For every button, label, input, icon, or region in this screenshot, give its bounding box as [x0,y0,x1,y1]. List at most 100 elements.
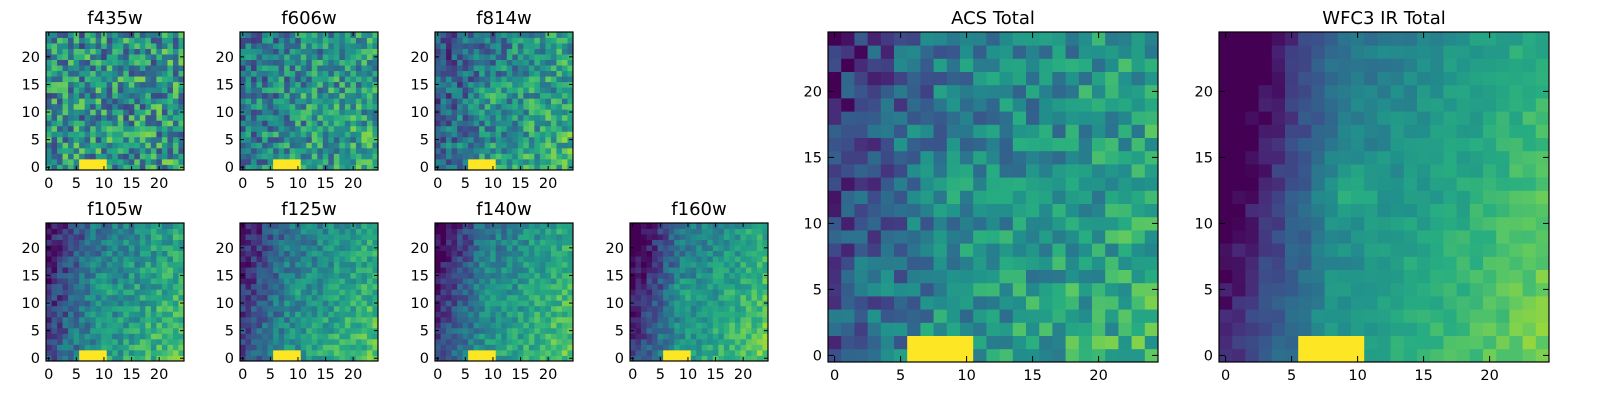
heatmap-cell [745,355,752,362]
heatmap-cell [652,316,658,323]
heatmap-cell [457,70,463,77]
heatmap-cell [366,103,373,110]
heatmap-cell [73,316,80,323]
heatmap-cell [495,164,502,171]
heatmap-cell [484,65,491,72]
heatmap-cell [561,349,568,356]
heatmap-cell [440,136,447,143]
heatmap-cell [1078,296,1093,310]
heatmap-cell [630,344,636,351]
heatmap-cell [73,267,80,274]
heatmap-cell [62,256,69,263]
heatmap-cell [73,70,80,77]
heatmap-cell [696,305,703,312]
heatmap-cell [317,147,324,154]
heatmap-cell [267,250,274,257]
heatmap-cell [701,327,708,334]
heatmap-cell [484,158,491,165]
heatmap-cell [79,164,86,171]
heatmap-cell [117,59,124,66]
heatmap-cell [267,136,274,143]
heatmap-cell [534,125,541,132]
heatmap-cell [539,283,546,290]
heatmap-cell [278,289,285,296]
heatmap-cell [729,267,736,274]
heatmap-cell [300,87,307,94]
heatmap-cell [523,92,530,99]
heatmap-cell [156,142,163,149]
heatmap-cell [267,349,274,356]
heatmap-cell [172,153,179,160]
heatmap-cell [1105,335,1119,350]
heatmap-cell [539,245,546,251]
heatmap-cell [344,256,351,263]
heatmap-cell [712,245,719,251]
heatmap-cell [167,70,174,77]
heatmap-cell [756,349,763,356]
heatmap-cell [306,109,313,116]
heatmap-cell [295,70,302,77]
heatmap-cell [946,203,961,218]
heatmap-cell [240,278,246,285]
heatmap-cell [920,243,934,257]
heatmap-cell [372,147,379,154]
heatmap-cell [550,147,557,154]
heatmap-cell [273,256,280,263]
heatmap-cell [355,322,362,329]
heatmap-cell [657,245,664,251]
heatmap-cell [999,216,1014,231]
heatmap-cell [528,245,535,251]
heatmap-cell [528,228,535,235]
heatmap-cell [556,109,563,116]
x-tick-label: 20 [539,367,557,383]
heatmap-cell [960,216,974,231]
heatmap-cell [128,142,135,149]
heatmap-cell [718,223,725,229]
heatmap-cell [262,234,268,240]
heatmap-cell [550,256,557,263]
heatmap-cell [539,109,546,116]
heatmap-cell [101,333,108,340]
heatmap-cell [756,239,763,246]
heatmap-cell [867,243,882,257]
heatmap-cell [534,272,541,279]
heatmap-cell [696,344,703,351]
heatmap-cell [73,48,80,55]
heatmap-cell [300,164,307,171]
heatmap-cell [84,43,91,49]
heatmap-cell [468,158,475,165]
heatmap-cell [701,250,708,257]
heatmap-cell [534,92,541,99]
heatmap-cell [68,131,74,138]
heatmap-cell [484,48,491,55]
heatmap-cell [350,261,357,268]
heatmap-cell [561,70,568,77]
heatmap-cell [550,355,557,362]
heatmap-cell [696,333,703,340]
heatmap-cell [528,311,535,318]
heatmap-cell [960,309,974,323]
heatmap-cell [556,289,563,296]
heatmap-cell [150,289,157,296]
heatmap-cell [62,327,69,334]
heatmap-cell [986,230,1000,244]
heatmap-cell [462,87,469,94]
heatmap-cell [51,294,58,301]
heatmap-cell [355,76,362,83]
heatmap-cell [539,234,546,240]
heatmap-cell [534,294,541,301]
heatmap-cell [339,87,346,94]
heatmap-cell [567,344,574,351]
heatmap-cell [960,282,974,297]
heatmap-cell [79,256,86,263]
heatmap-cell [278,54,285,60]
heatmap-cell [457,283,463,290]
heatmap-cell [1131,282,1146,297]
heatmap-cell [707,223,714,229]
heatmap-cell [150,87,157,94]
heatmap-cell [68,136,74,143]
heatmap-cell [79,278,86,285]
heatmap-cell [273,223,280,229]
heatmap-cell [128,48,135,55]
heatmap-cell [729,283,736,290]
